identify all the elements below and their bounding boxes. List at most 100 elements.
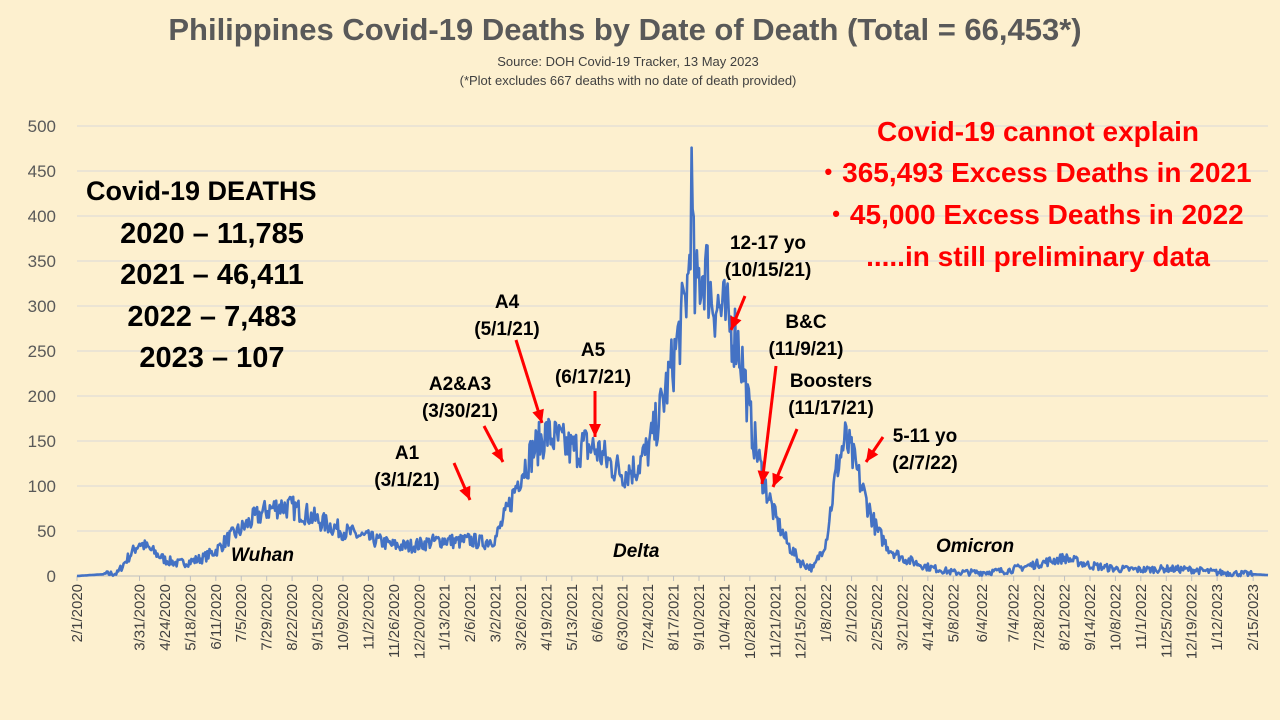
annotation-12-17-arrow	[729, 295, 747, 331]
annotation-a5-date: (6/17/21)	[554, 367, 632, 388]
excess-bullet-2022: • 45,000 Excess Deaths in 2022	[798, 199, 1278, 231]
y-tick-label: 500	[28, 117, 56, 136]
bullet-icon: •	[824, 159, 833, 184]
excess-bullet-2021: • 365,493 Excess Deaths in 2021	[798, 157, 1278, 189]
chart-title: Philippines Covid-19 Deaths by Date of D…	[168, 12, 1082, 47]
annotation-a2a3: A2&A3 (3/30/21)	[410, 371, 510, 425]
x-tick-label: 12/20/2020	[411, 584, 428, 659]
arrow-head	[730, 315, 742, 330]
x-tick-label: 4/14/2022	[920, 584, 937, 651]
y-tick-label: 450	[28, 162, 56, 181]
x-tick-label: 11/25/2022	[1158, 584, 1175, 658]
totals-line-2023: 2023 – 107	[139, 342, 285, 374]
x-tick-label: 9/10/2021	[691, 584, 708, 651]
excess-2022-text: 45,000 Excess Deaths in 2022	[849, 199, 1244, 230]
x-tick-label: 7/4/2022	[1006, 584, 1023, 642]
y-tick-label: 400	[28, 207, 56, 226]
y-tick-label: 200	[28, 387, 56, 406]
x-tick-label: 7/5/2020	[233, 584, 250, 642]
x-tick-label: 8/22/2020	[284, 584, 301, 651]
arrow-head	[589, 424, 601, 437]
x-tick-label: 6/11/2020	[208, 584, 225, 650]
x-tick-label: 8/21/2022	[1057, 584, 1074, 651]
series-line-deaths	[76, 146, 1269, 578]
arrow-shaft	[760, 365, 778, 485]
x-tick-label: 3/31/2020	[132, 584, 149, 651]
x-tick-label: 2/6/2021	[462, 584, 479, 642]
annotation-a1: A1 (3/1/21)	[365, 440, 449, 494]
x-tick-label: 10/4/2021	[716, 584, 733, 651]
annotation-a1-arrow	[452, 462, 472, 501]
y-tick-label: 150	[28, 432, 56, 451]
x-axis-ticks: 2/1/2020 3/31/2020 4/24/2020 5/18/2020 6/11/…	[69, 576, 1262, 659]
excess-2021-text: 365,493 Excess Deaths in 2021	[842, 157, 1252, 188]
y-tick-label: 350	[28, 252, 56, 271]
annotation-12-17-date: (10/15/21)	[724, 260, 812, 281]
x-tick-label: 6/30/2021	[615, 584, 632, 651]
chart-footnote: (*Plot excludes 667 deaths with no date …	[459, 73, 797, 88]
y-axis-ticks: 0 50 100 150 200 250 300 350 400 450 500	[28, 117, 56, 586]
arrow-head	[532, 408, 544, 423]
annotation-a1-date: (3/1/21)	[374, 470, 440, 491]
chart-source: Source: DOH Covid-19 Tracker, 13 May 202…	[497, 54, 759, 69]
x-tick-label: 7/24/2021	[640, 584, 657, 651]
annotation-arrows	[452, 295, 885, 501]
x-tick-label: 6/4/2022	[974, 584, 991, 642]
annotation-bc-label: B&C	[785, 312, 827, 333]
x-tick-label: 2/15/2023	[1245, 584, 1262, 651]
annotation-bc: B&C (11/9/21)	[754, 309, 858, 363]
x-tick-label: 2/25/2022	[869, 584, 886, 651]
annotation-a5: A5 (6/17/21)	[543, 337, 643, 391]
totals-line-2020: 2020 – 11,785	[120, 218, 304, 250]
annotation-boosters-label: Boosters	[789, 371, 873, 392]
annotation-a4-label: A4	[494, 292, 520, 313]
annotation-boosters-date: (11/17/21)	[788, 398, 874, 419]
annotation-boosters: Boosters (11/17/21)	[774, 368, 888, 422]
annotation-a4-date: (5/1/21)	[474, 319, 540, 340]
x-tick-label: 9/14/2022	[1082, 584, 1099, 651]
x-tick-label: 7/29/2020	[259, 584, 276, 651]
x-tick-label: 10/9/2020	[335, 584, 352, 651]
arrow-head	[772, 472, 784, 487]
x-tick-label: 12/19/2022	[1184, 584, 1201, 659]
arrow-head	[866, 447, 879, 462]
x-tick-label: 11/21/2021	[767, 584, 784, 658]
bullet-icon: •	[832, 201, 840, 226]
x-tick-label: 10/28/2021	[742, 584, 759, 659]
x-tick-label: 3/2/2021	[488, 584, 505, 642]
totals-heading: Covid-19 DEATHS	[86, 176, 317, 206]
annotation-12-17: 12-17 yo (10/15/21)	[710, 230, 826, 284]
annotation-a1-label: A1	[394, 443, 420, 464]
annotation-a5-label: A5	[580, 340, 606, 361]
x-tick-label: 7/28/2022	[1031, 584, 1048, 651]
annotation-a2a3-arrow	[482, 425, 505, 463]
x-tick-label: 6/6/2021	[589, 584, 606, 642]
annotation-a2a3-date: (3/30/21)	[421, 401, 499, 422]
y-tick-label: 50	[37, 522, 56, 541]
x-tick-label: 2/1/2022	[844, 584, 861, 642]
x-tick-label: 2/1/2020	[69, 584, 86, 642]
totals-line-2022: 2022 – 7,483	[127, 301, 297, 333]
totals-line-2021: 2021 – 46,411	[120, 259, 304, 291]
x-tick-label: 5/13/2021	[564, 584, 581, 651]
x-tick-label: 1/13/2021	[437, 584, 454, 651]
annotation-a2a3-label: A2&A3	[428, 374, 492, 395]
excess-note: .....in still preliminary data	[866, 241, 1210, 272]
annotation-a4-arrow	[514, 339, 544, 424]
annotation-bc-arrow	[757, 365, 778, 485]
x-tick-label: 1/8/2022	[818, 584, 835, 642]
x-tick-label: 3/21/2022	[894, 584, 911, 651]
arrow-shaft	[514, 339, 544, 424]
y-tick-label: 100	[28, 477, 56, 496]
x-tick-label: 11/2/2020	[360, 584, 377, 650]
y-tick-label: 0	[47, 567, 56, 586]
arrow-head	[491, 447, 503, 462]
x-tick-label: 4/24/2020	[157, 584, 174, 651]
wave-label-delta: Delta	[613, 541, 660, 562]
x-tick-label: 1/12/2023	[1209, 584, 1226, 651]
annotation-5-11-label: 5-11 yo	[892, 426, 958, 447]
arrow-head	[757, 470, 770, 484]
wave-label-wuhan: Wuhan	[231, 545, 294, 566]
x-tick-label: 12/15/2021	[793, 584, 810, 659]
